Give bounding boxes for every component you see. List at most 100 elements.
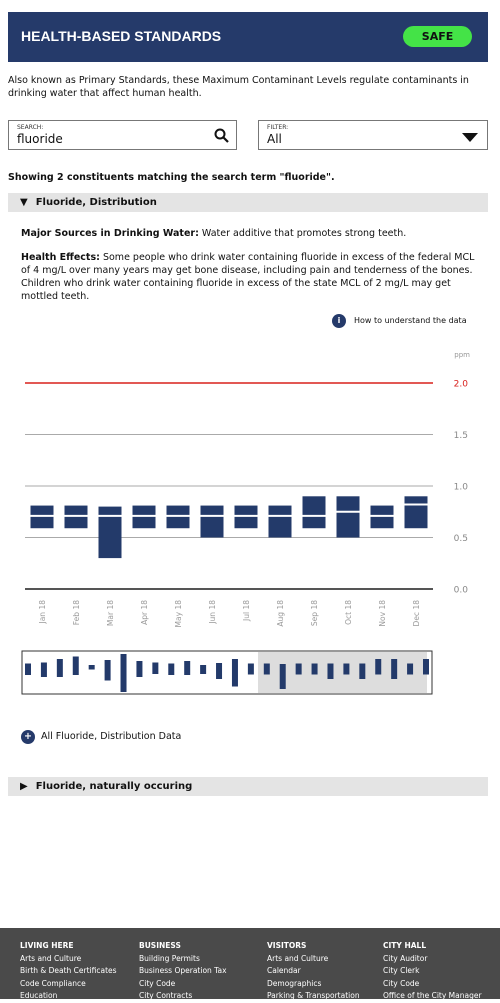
sources: Major Sources in Drinking Water: Water a… <box>21 227 481 240</box>
x-tick-label: Jul 18 <box>242 600 251 622</box>
navigator-bar <box>120 654 127 692</box>
footer-link[interactable]: Arts and Culture <box>20 953 82 963</box>
range-bar <box>132 505 156 529</box>
x-tick-label: Mar 18 <box>106 600 115 626</box>
footer-link[interactable]: Building Permits <box>139 953 200 963</box>
footer-link[interactable]: Office of the City Manager <box>383 991 482 1000</box>
range-bar <box>200 505 224 538</box>
footer-link[interactable]: City Contracts <box>139 991 193 1000</box>
range-bar <box>336 496 360 538</box>
navigator-bar <box>263 663 270 675</box>
y-tick-label: 2.0 <box>454 380 469 390</box>
x-tick-label: Apr 18 <box>140 600 149 625</box>
range-bar <box>166 505 190 529</box>
filter-select[interactable]: FILTER: All <box>258 120 488 150</box>
footer-link[interactable]: Parking & Transportation <box>267 991 360 1000</box>
navigator-bar <box>231 659 238 687</box>
y-unit-label: ppm <box>454 351 470 359</box>
navigator-bar <box>279 664 286 689</box>
x-tick-label: Jun 18 <box>208 600 217 625</box>
navigator-bar <box>327 663 334 679</box>
range-bar <box>302 496 326 529</box>
footer-link[interactable]: Birth & Death Certificates <box>20 966 117 975</box>
range-bar <box>64 505 88 529</box>
info-icon: i <box>332 314 346 328</box>
navigator-bar <box>295 663 302 675</box>
footer-link[interactable]: Business Operation Tax <box>139 966 227 975</box>
all-data-link[interactable]: + All Fluoride, Distribution Data <box>21 730 181 744</box>
range-bar <box>370 505 394 529</box>
collapse-arrow: ▼ <box>20 197 28 208</box>
navigator-bar <box>25 663 31 675</box>
plus-icon: + <box>21 730 35 744</box>
section-title: Fluoride, Distribution <box>35 197 157 208</box>
expand-arrow: ▶ <box>20 781 28 792</box>
sources-text: Water additive that promotes strong teet… <box>201 228 407 239</box>
x-tick-label: Aug 18 <box>276 600 285 627</box>
footer-link[interactable]: City Code <box>383 978 420 988</box>
sources-label: Major Sources in Drinking Water: <box>21 228 199 239</box>
footer-heading: CITY HALL <box>383 941 427 950</box>
footer-column: LIVING HERE Arts and Culture Birth & Death… <box>20 940 117 1003</box>
navigator-bar <box>184 661 191 675</box>
navigator-bar <box>56 659 63 677</box>
navigator-bar <box>72 656 79 675</box>
section-header[interactable]: ▶ Fluoride, naturally occuring <box>8 777 488 796</box>
footer-column: CITY HALL City Auditor City Clerk City Code… <box>383 940 482 1003</box>
x-tick-label: Dec 18 <box>412 600 421 627</box>
x-tick-label: Sep 18 <box>310 600 319 626</box>
footer-heading: VISITORS <box>267 941 307 950</box>
header-title: HEALTH-BASED STANDARDS <box>21 28 222 44</box>
navigator-bar <box>88 665 95 670</box>
navigator-bar <box>359 663 366 679</box>
navigator-bar <box>423 659 429 675</box>
description: Also known as Primary Standards, these M… <box>8 75 469 99</box>
footer-link[interactable]: City Code <box>139 978 176 988</box>
search-box[interactable]: SEARCH: fluoride <box>8 120 237 150</box>
navigator-bar <box>136 661 143 677</box>
footer-link[interactable]: City Clerk <box>383 966 420 975</box>
filter-value: All <box>267 132 282 146</box>
y-tick-label: 0.5 <box>454 534 468 544</box>
search-value: fluoride <box>17 132 63 146</box>
info-link[interactable]: i How to understand the data <box>332 314 467 328</box>
x-tick-label: Nov 18 <box>378 600 387 627</box>
info-text: How to understand the data <box>354 316 467 325</box>
navigator-bar <box>407 663 414 675</box>
footer-column: VISITORS Arts and Culture Calendar Demograp… <box>267 940 360 1003</box>
y-tick-label: 0.0 <box>454 586 469 596</box>
section-header[interactable]: ▼ Fluoride, Distribution <box>8 193 488 212</box>
navigator-bar <box>343 663 350 675</box>
search-icon[interactable] <box>214 128 230 144</box>
effects-text: Some people who drink water containing f… <box>21 252 475 302</box>
dropdown-arrow <box>462 133 478 142</box>
effects-label: Health Effects: <box>21 252 100 263</box>
footer-link[interactable]: City Auditor <box>383 953 428 963</box>
x-tick-label: Feb 18 <box>72 600 81 625</box>
footer: LIVING HERE Arts and Culture Birth & Death… <box>0 928 500 1000</box>
footer-link[interactable]: Demographics <box>267 978 322 988</box>
navigator-bar <box>247 663 254 675</box>
section-title: Fluoride, naturally occuring <box>35 781 193 792</box>
footer-column: BUSINESS Building Permits Business Operati… <box>139 940 227 1003</box>
navigator-bar <box>168 663 175 675</box>
y-tick-label: 1.0 <box>454 483 469 493</box>
footer-heading: LIVING HERE <box>20 941 74 950</box>
x-tick-label: Jan 18 <box>38 600 47 625</box>
results-text: Showing 2 constituents matching the sear… <box>8 172 335 183</box>
footer-heading: BUSINESS <box>139 941 181 950</box>
range-bar <box>404 496 428 529</box>
x-tick-label: Oct 18 <box>344 600 353 625</box>
footer-link[interactable]: Arts and Culture <box>267 953 329 963</box>
range-bar <box>268 505 292 538</box>
navigator-bar <box>216 663 223 679</box>
footer-link[interactable]: Code Compliance <box>20 978 86 988</box>
navigator-bar <box>152 662 159 674</box>
footer-link[interactable]: Calendar <box>267 966 301 975</box>
y-tick-label: 1.5 <box>454 431 468 441</box>
all-data-text: All Fluoride, Distribution Data <box>41 731 182 742</box>
footer-link[interactable]: Education <box>20 991 58 1000</box>
range-bar <box>30 505 54 529</box>
